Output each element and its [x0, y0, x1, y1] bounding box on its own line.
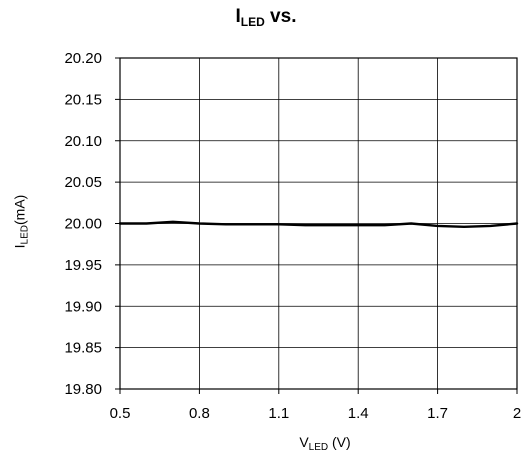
- x-axis-label: VLED (V): [299, 434, 351, 453]
- x-tick-label: 1.4: [348, 405, 369, 422]
- y-tick-label: 20.05: [64, 174, 102, 191]
- x-tick-label: 0.5: [110, 405, 131, 422]
- series-line: [118, 220, 519, 229]
- y-tick-label: 19.90: [64, 298, 102, 315]
- y-tick-label: 19.95: [64, 257, 102, 274]
- x-tick-label: 1.1: [268, 405, 289, 422]
- x-tick-label: 2: [513, 405, 521, 422]
- chart-title: ILED vs.: [235, 6, 297, 29]
- y-tick-label: 20.20: [64, 50, 102, 67]
- x-tick-label: 0.8: [189, 405, 210, 422]
- y-tick-label: 19.80: [64, 381, 102, 398]
- y-tick-label: 19.85: [64, 340, 102, 357]
- x-tick-label: 1.7: [427, 405, 448, 422]
- y-tick-label: 20.10: [64, 133, 102, 150]
- y-tick-label: 20.00: [64, 216, 102, 233]
- y-tick-label: 20.15: [64, 91, 102, 108]
- y-axis-label: ILED(mA): [11, 194, 31, 249]
